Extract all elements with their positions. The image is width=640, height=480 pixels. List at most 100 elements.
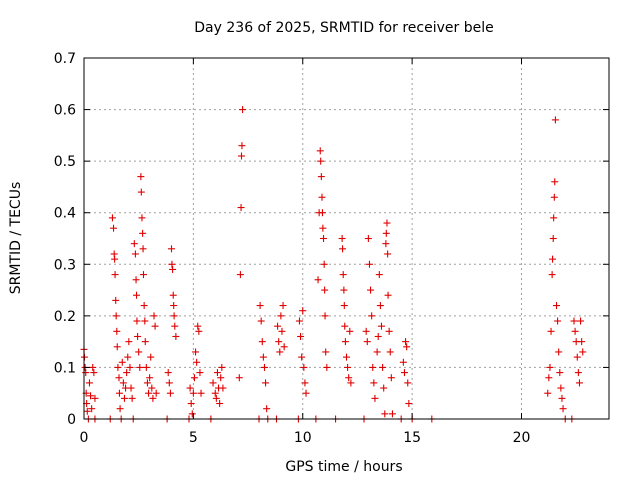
data-point <box>82 369 90 377</box>
data-point <box>402 338 410 346</box>
axis-ticks <box>83 57 609 420</box>
data-point <box>148 384 156 392</box>
data-point <box>120 394 128 402</box>
plot-border <box>83 57 610 420</box>
data-point <box>547 327 555 335</box>
data-point <box>339 271 347 279</box>
data-point <box>118 358 126 366</box>
data-point <box>546 363 554 371</box>
data-point <box>211 389 219 397</box>
data-point <box>131 250 139 258</box>
data-point <box>257 317 265 325</box>
data-point <box>87 392 95 400</box>
data-point <box>110 224 118 232</box>
x-tick-label: 20 <box>513 430 531 446</box>
data-point <box>192 348 200 356</box>
data-point <box>365 260 373 268</box>
data-point <box>89 363 97 371</box>
data-point <box>383 219 391 227</box>
data-point <box>168 260 176 268</box>
data-point <box>274 322 282 330</box>
data-point <box>134 332 142 340</box>
data-point <box>108 214 116 222</box>
data-point <box>578 338 586 346</box>
data-point <box>128 394 136 402</box>
data-point <box>190 374 198 382</box>
data-point <box>196 369 204 377</box>
data-point <box>364 235 372 242</box>
data-point <box>382 229 390 237</box>
y-tick-label: 0.7 <box>54 51 76 67</box>
data-point <box>111 271 119 279</box>
data-point <box>90 369 98 377</box>
data-point <box>139 245 147 253</box>
data-point <box>314 276 322 284</box>
data-point <box>575 379 583 387</box>
data-point <box>140 271 147 279</box>
y-tick-label: 0.2 <box>54 309 76 325</box>
data-point <box>115 389 123 397</box>
data-point <box>318 193 326 201</box>
data-point <box>259 353 267 361</box>
y-tick-labels: 0 0.1 0.2 0.3 0.4 0.5 0.6 0.7 <box>54 51 76 428</box>
data-point <box>384 291 392 299</box>
data-point <box>151 322 159 330</box>
data-point <box>164 369 172 377</box>
data-point <box>302 389 310 397</box>
data-point <box>263 405 271 413</box>
data-point <box>85 379 93 387</box>
data-point <box>115 374 123 382</box>
data-point <box>297 332 305 340</box>
data-point <box>114 363 122 371</box>
x-tick-labels: 0 5 10 15 20 <box>80 430 531 446</box>
data-point <box>379 363 387 371</box>
data-point <box>260 363 268 371</box>
data-point <box>341 338 349 346</box>
data-point <box>187 400 195 408</box>
data-point <box>403 343 411 351</box>
y-tick-label: 0.4 <box>54 206 76 222</box>
data-point <box>149 394 157 402</box>
data-point <box>83 407 91 415</box>
data-point <box>195 327 203 335</box>
data-point <box>213 369 221 377</box>
data-point <box>316 147 324 155</box>
data-point <box>279 302 287 310</box>
data-point <box>212 394 220 402</box>
data-point <box>343 353 350 361</box>
data-point <box>277 312 285 320</box>
data-point <box>341 322 349 330</box>
data-point <box>136 363 144 371</box>
data-point <box>368 312 376 320</box>
x-tick-label: 15 <box>403 430 421 446</box>
data-point <box>367 286 375 294</box>
data-point <box>127 384 135 392</box>
data-point <box>262 379 270 387</box>
data-point <box>112 312 120 320</box>
data-point <box>399 358 407 366</box>
data-point <box>363 338 371 346</box>
data-point <box>143 379 151 387</box>
data-point <box>91 394 99 402</box>
data-point <box>378 322 385 330</box>
data-point <box>545 374 553 382</box>
data-point <box>237 204 245 212</box>
data-point <box>549 235 557 242</box>
data-point <box>130 240 138 248</box>
data-point <box>556 369 564 377</box>
data-point <box>113 327 121 335</box>
data-point <box>145 389 153 397</box>
data-point <box>171 322 179 330</box>
data-point <box>238 152 245 160</box>
data-point <box>209 379 217 387</box>
data-point <box>404 379 412 387</box>
data-point <box>141 338 149 346</box>
data-point <box>123 369 131 377</box>
data-point <box>318 209 326 217</box>
data-point <box>339 245 347 253</box>
data-point <box>169 265 177 273</box>
data-point <box>323 363 331 371</box>
data-point <box>112 296 120 304</box>
data-point <box>374 332 382 340</box>
data-point <box>388 410 396 418</box>
